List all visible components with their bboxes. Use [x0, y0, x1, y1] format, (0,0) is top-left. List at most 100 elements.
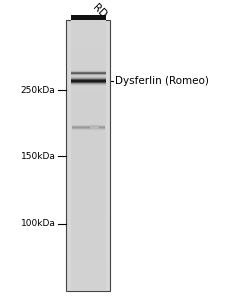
Bar [70, 122, 106, 125]
Bar [70, 85, 106, 88]
Bar [70, 38, 106, 41]
Bar [70, 258, 106, 261]
Bar [70, 77, 106, 78]
Bar [70, 130, 106, 134]
Bar [70, 85, 106, 86]
Bar [70, 231, 106, 234]
Text: 250kDa: 250kDa [20, 85, 55, 94]
Bar [70, 19, 106, 22]
Bar [70, 177, 106, 180]
Bar [70, 101, 106, 104]
Bar [70, 253, 106, 256]
Text: 150kDa: 150kDa [20, 152, 55, 160]
Bar [70, 218, 106, 220]
Bar [70, 128, 106, 131]
Bar [70, 169, 106, 172]
Bar [70, 36, 106, 39]
Bar [70, 250, 106, 253]
Bar [70, 166, 106, 169]
Bar [71, 128, 105, 129]
Bar [70, 204, 106, 207]
Bar [70, 85, 106, 86]
Bar [71, 130, 105, 131]
Bar [70, 280, 106, 283]
Bar [70, 226, 106, 229]
Bar [70, 158, 106, 161]
Text: Dysferlin (Romeo): Dysferlin (Romeo) [115, 76, 208, 86]
Bar [70, 79, 106, 82]
Bar [70, 277, 106, 280]
Bar [71, 124, 105, 125]
Bar [70, 65, 106, 68]
Bar [70, 125, 106, 128]
Bar [71, 124, 105, 125]
Bar [70, 264, 106, 267]
Bar [70, 247, 106, 250]
Bar [71, 128, 105, 129]
Bar [71, 130, 105, 131]
Bar [70, 133, 106, 136]
Bar [70, 71, 106, 74]
Bar [70, 209, 106, 212]
Bar [70, 84, 106, 85]
Bar [71, 126, 105, 127]
Bar [70, 77, 106, 78]
Bar [70, 84, 106, 85]
Bar [70, 223, 106, 226]
Bar [70, 95, 106, 98]
Bar [70, 114, 106, 117]
Bar [70, 109, 106, 112]
Bar [71, 125, 105, 126]
Bar [70, 49, 106, 52]
Bar [70, 75, 106, 76]
Bar [70, 83, 106, 84]
Bar [70, 201, 106, 204]
Bar [70, 78, 106, 79]
Bar [70, 272, 106, 275]
Bar [70, 207, 106, 210]
Bar [70, 76, 106, 79]
Bar [66, 20, 109, 291]
Bar [70, 112, 106, 115]
Bar [70, 117, 106, 120]
Bar [70, 179, 106, 182]
Bar [70, 185, 106, 188]
Bar [70, 90, 106, 93]
Bar [70, 15, 106, 20]
Bar [70, 60, 106, 63]
Bar [70, 87, 106, 90]
Bar [70, 98, 106, 101]
Bar [70, 136, 106, 139]
Bar [70, 25, 106, 28]
Bar [70, 68, 106, 71]
Bar [70, 83, 106, 84]
Text: 100kDa: 100kDa [20, 219, 55, 228]
Bar [70, 174, 106, 177]
Bar [70, 78, 106, 79]
Bar [70, 87, 106, 88]
Bar [70, 33, 106, 36]
Bar [70, 28, 106, 31]
Bar [70, 81, 106, 82]
Bar [90, 125, 99, 129]
Bar [70, 196, 106, 199]
Bar [70, 242, 106, 245]
Bar [71, 126, 105, 127]
Bar [70, 152, 106, 155]
Bar [70, 30, 106, 33]
Bar [70, 63, 106, 66]
Bar [70, 139, 106, 142]
Bar [70, 57, 106, 60]
Bar [70, 86, 106, 87]
Bar [70, 228, 106, 231]
Bar [70, 80, 106, 81]
Bar [70, 82, 106, 83]
Bar [71, 127, 105, 128]
Bar [70, 44, 106, 47]
Bar [70, 82, 106, 85]
Bar [70, 234, 106, 237]
Bar [70, 239, 106, 242]
Bar [70, 190, 106, 193]
Bar [70, 74, 106, 76]
Bar [70, 244, 106, 247]
